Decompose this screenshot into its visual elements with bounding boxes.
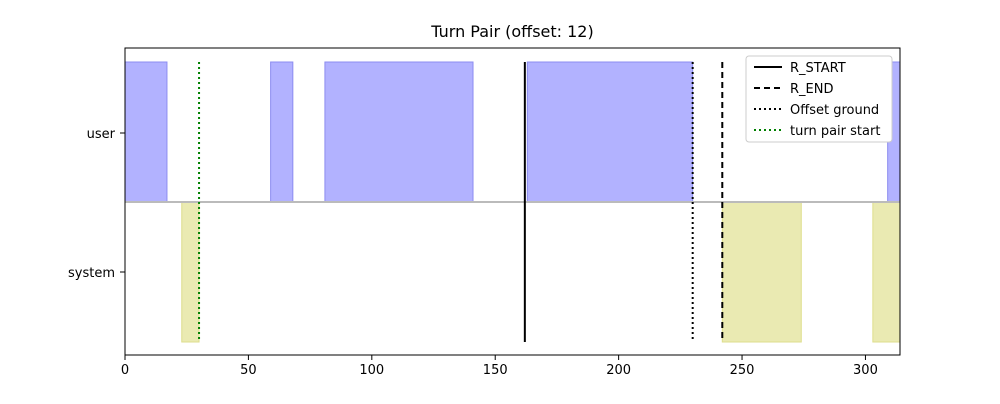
legend-label-offset-ground: Offset ground bbox=[790, 103, 879, 118]
legend-label-r-start: R_START bbox=[790, 61, 846, 76]
system-segment-0 bbox=[181, 201, 200, 343]
legend-label-turn-pair-start: turn pair start bbox=[790, 124, 880, 139]
y-tick-label-system: system bbox=[68, 266, 115, 281]
user-segment-3 bbox=[526, 61, 694, 203]
legend-box bbox=[745, 55, 893, 143]
system-segment-2 bbox=[872, 201, 901, 343]
system-segment-1 bbox=[721, 201, 802, 343]
chart-title: Turn Pair (offset: 12) bbox=[431, 22, 594, 41]
x-tick-label-300: 300 bbox=[853, 363, 878, 378]
x-tick-label-50: 50 bbox=[240, 363, 257, 378]
plot-frame bbox=[124, 47, 901, 356]
x-tick-label-100: 100 bbox=[359, 363, 384, 378]
user-segment-0 bbox=[124, 61, 168, 203]
y-tick-label-user: user bbox=[87, 127, 116, 142]
x-tick-label-150: 150 bbox=[483, 363, 508, 378]
x-tick-label-0: 0 bbox=[121, 363, 129, 378]
x-tick-label-200: 200 bbox=[606, 363, 631, 378]
legend-label-r-end: R_END bbox=[790, 82, 833, 97]
user-segment-2 bbox=[324, 61, 474, 203]
user-segment-1 bbox=[270, 61, 294, 203]
x-tick-label-250: 250 bbox=[730, 363, 755, 378]
